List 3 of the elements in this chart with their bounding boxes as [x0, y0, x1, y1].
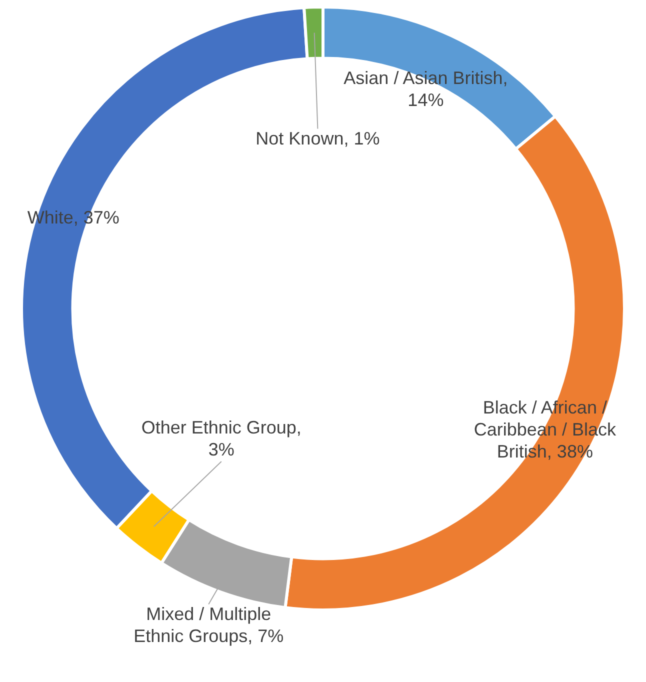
slice-label: Not Known, 1% [256, 128, 380, 149]
slice-label: Mixed / Multiple Ethnic Groups, 7% [134, 604, 284, 646]
slice-label: Other Ethnic Group, 3% [141, 417, 302, 460]
